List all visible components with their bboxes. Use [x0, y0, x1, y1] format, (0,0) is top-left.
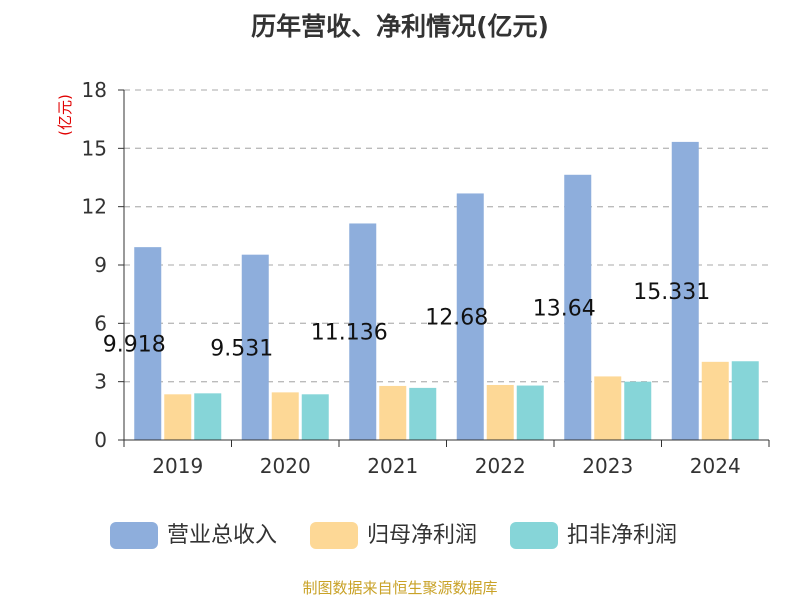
bar-3 — [516, 385, 544, 440]
legend-swatch — [510, 522, 558, 549]
legend-item[interactable]: 营业总收入 — [110, 522, 277, 549]
legend-swatch — [110, 522, 158, 549]
legend-label: 扣非净利润 — [567, 523, 677, 548]
x-tick-label: 2023 — [582, 454, 633, 478]
bar-3 — [624, 381, 652, 440]
data-label: 13.64 — [533, 296, 596, 321]
y-tick-label: 0 — [94, 428, 107, 452]
legend-swatch — [310, 522, 358, 549]
legend-label: 归母净利润 — [367, 523, 477, 548]
bar-1 — [456, 193, 484, 440]
bar-3 — [301, 394, 329, 440]
bar-2 — [379, 385, 407, 440]
bar-1 — [671, 141, 699, 440]
y-axis-label: (亿元) — [56, 94, 74, 136]
chart-title: 历年营收、净利情况(亿元) — [251, 12, 549, 41]
legend-label: 营业总收入 — [167, 523, 277, 548]
bar-2 — [486, 384, 514, 440]
bar-1 — [134, 247, 162, 440]
source-note: 制图数据来自恒生聚源数据库 — [302, 579, 497, 597]
y-tick-label: 12 — [82, 195, 107, 219]
bar-2 — [701, 361, 729, 440]
data-labels-group: 9.918 9.531 11.136 12.68 13.64 15.331 — [103, 280, 710, 361]
y-tick-label: 9 — [94, 253, 107, 277]
bar-3 — [194, 393, 222, 440]
bar-1 — [349, 223, 377, 440]
bar-3 — [731, 361, 759, 440]
legend[interactable]: 营业总收入 归母净利润 扣非净利润 — [110, 522, 677, 549]
y-tick-label: 3 — [94, 370, 107, 394]
x-tick-label: 2024 — [690, 454, 741, 478]
bar-2 — [164, 394, 192, 440]
x-tick-label: 2021 — [367, 454, 418, 478]
legend-item[interactable]: 扣非净利润 — [510, 522, 677, 549]
axes-group: 0 3 6 9 12 15 18 2019 2020 2021 2022 2023 2024 — [82, 78, 770, 478]
grid-lines — [124, 89, 769, 383]
bar-1 — [564, 174, 592, 440]
data-label: 12.68 — [425, 306, 488, 331]
data-label: 11.136 — [311, 321, 388, 346]
bar-2 — [271, 392, 299, 440]
y-tick-label: 6 — [94, 311, 107, 335]
x-tick-label: 2019 — [152, 454, 203, 478]
bars-group — [134, 141, 759, 440]
x-tick-label: 2022 — [475, 454, 526, 478]
y-tick-label: 15 — [82, 136, 107, 160]
y-tick-label: 18 — [82, 78, 107, 102]
data-label: 9.531 — [210, 336, 273, 361]
x-tick-label: 2020 — [260, 454, 311, 478]
bar-2 — [594, 376, 622, 440]
legend-item[interactable]: 归母净利润 — [310, 522, 477, 549]
bar-1 — [241, 254, 269, 440]
bar-3 — [409, 387, 437, 440]
data-label: 9.918 — [103, 333, 166, 358]
data-label: 15.331 — [633, 280, 710, 305]
